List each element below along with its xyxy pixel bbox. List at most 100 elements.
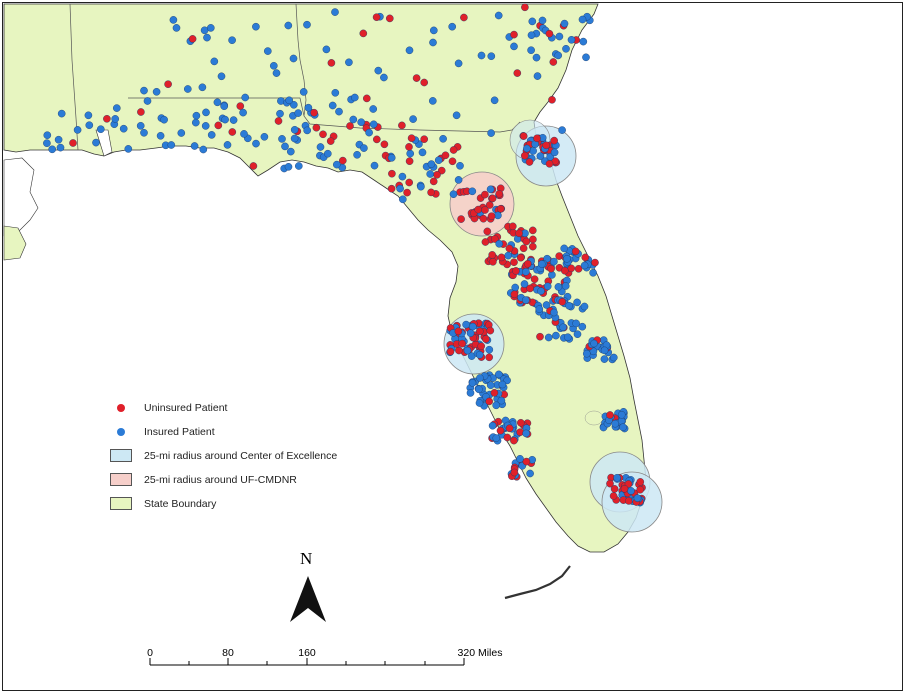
uninsured-patient-point (513, 69, 522, 77)
insured-patient-point (600, 346, 609, 355)
uninsured-patient-point (574, 264, 583, 273)
uninsured-patient-point (446, 347, 455, 356)
insured-patient-point (429, 38, 437, 47)
uninsured-patient-point (249, 162, 258, 170)
insured-patient-point (610, 353, 618, 362)
uninsured-patient-point (510, 30, 518, 39)
insured-patient-point (490, 96, 499, 105)
insured-patient-point (286, 147, 295, 156)
insured-patient-point (409, 115, 417, 123)
insured-patient-point (111, 115, 119, 123)
insured-patient-point (349, 115, 358, 124)
insured-patient-point (542, 301, 551, 309)
uninsured-patient-point (372, 135, 381, 144)
insured-patient-point (210, 57, 219, 66)
uninsured-patient-point (510, 436, 518, 445)
insured-patient-point (429, 26, 438, 35)
scale-label-160: 160 (298, 647, 316, 659)
uninsured-patient-point (429, 177, 438, 186)
insured-patient-point (54, 135, 63, 144)
uninsured-patient-point (214, 121, 223, 130)
insured-patient-point (263, 47, 272, 55)
state-boundary-swatch-icon (110, 497, 132, 510)
uninsured-patient-point (403, 188, 411, 197)
insured-patient-point (487, 129, 495, 137)
insured-patient-point (504, 251, 513, 260)
uninsured-patient-point (606, 411, 614, 419)
uninsured-patient-point (312, 123, 321, 132)
uninsured-patient-point (362, 94, 371, 103)
uninsured-patient-point (388, 169, 396, 178)
insured-patient-point (331, 8, 339, 16)
insured-patient-point (572, 319, 580, 328)
uninsured-patient-point (512, 267, 520, 275)
insured-patient-point (140, 128, 148, 137)
uninsured-patient-point (515, 229, 523, 238)
insured-patient-point (511, 283, 520, 292)
insured-patient-point (583, 349, 591, 358)
uninsured-patient-point (486, 326, 495, 335)
insured-patient-point (468, 187, 477, 196)
insured-patient-point (84, 111, 93, 120)
insured-patient-point (427, 160, 436, 168)
insured-patient-point (456, 161, 464, 170)
insured-patient-point (272, 69, 281, 77)
insured-patient-point (113, 104, 121, 112)
uninsured-patient-point (636, 485, 645, 494)
uninsured-patient-point (380, 140, 389, 149)
insured-patient-point (462, 320, 470, 329)
uninsured-patient-point (488, 251, 497, 259)
insured-patient-point (527, 31, 536, 40)
uninsured-patient-point (398, 121, 406, 130)
uninsured-patient-point (526, 284, 534, 293)
uninsured-patient-point (327, 59, 336, 67)
uninsured-patient-point (496, 204, 505, 213)
uninsured-patient-point (490, 235, 499, 243)
uninsured-patient-point (524, 259, 532, 268)
uninsured-patient-point (427, 188, 435, 197)
insured-patient-point (555, 32, 564, 41)
uninsured-patient-point (460, 13, 468, 22)
insured-dot-icon (117, 428, 125, 436)
insured-patient-point (559, 323, 567, 332)
insured-patient-point (528, 17, 537, 26)
insured-patient-point (589, 268, 597, 277)
insured-patient-point (156, 131, 165, 140)
uninsured-patient-point (549, 58, 558, 66)
insured-patient-point (550, 308, 558, 317)
insured-patient-point (405, 46, 414, 55)
uninsured-patient-point (481, 206, 489, 214)
insured-patient-point (299, 88, 308, 96)
uninsured-patient-point (441, 151, 450, 160)
insured-patient-point (522, 429, 530, 438)
insured-patient-point (328, 101, 337, 110)
insured-patient-point (294, 109, 303, 117)
insured-patient-point (497, 396, 506, 405)
uninsured-patient-point (548, 96, 556, 104)
uninsured-patient-point (387, 184, 396, 193)
uninsured-patient-point (517, 418, 525, 427)
insured-patient-point (353, 150, 361, 159)
uninsured-patient-point (547, 264, 555, 273)
insured-patient-point (468, 322, 477, 331)
insured-patient-point (516, 454, 524, 463)
uninsured-patient-point (487, 212, 496, 220)
uninsured-patient-point (326, 137, 335, 145)
insured-patient-point (43, 131, 52, 139)
insured-patient-point (560, 19, 569, 28)
insured-patient-point (454, 176, 463, 184)
insured-patient-point (533, 72, 542, 80)
uninsured-patient-point (519, 132, 528, 140)
insured-patient-point (439, 134, 447, 143)
uninsured-patient-point (274, 117, 283, 125)
insured-patient-point (43, 139, 51, 147)
insured-patient-point (580, 302, 589, 311)
legend-label: 25-mi radius around UF-CMDNR (144, 473, 297, 486)
insured-patient-point (350, 93, 359, 102)
insured-patient-point (345, 58, 353, 67)
insured-patient-point (560, 244, 569, 253)
insured-patient-point (217, 72, 226, 81)
insured-patient-point (284, 162, 293, 171)
uninsured-patient-point (359, 29, 368, 38)
scale-label-80: 80 (222, 647, 234, 659)
